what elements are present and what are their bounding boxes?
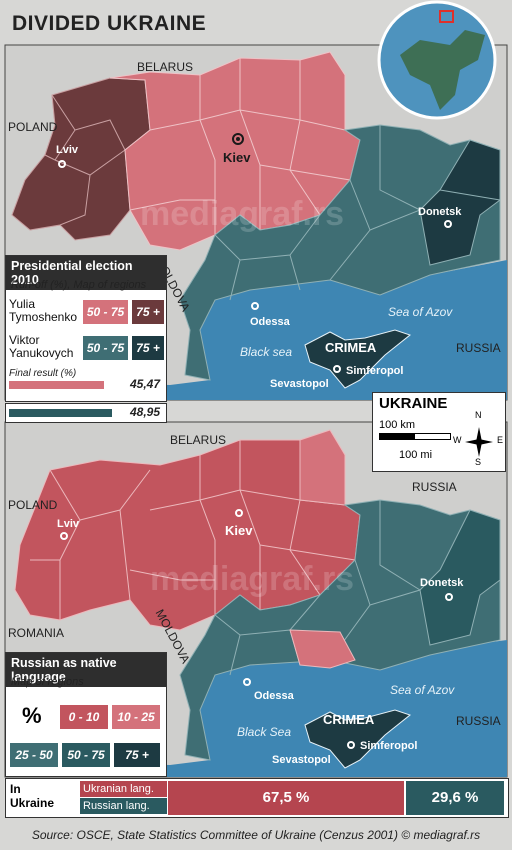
map1-city-sevastopol: Sevastopol bbox=[270, 378, 329, 390]
legend-range-0-10: 0 - 10 bbox=[60, 705, 108, 729]
summary-ukr-bar: 67,5 % bbox=[168, 781, 404, 815]
map2-city-sevastopol: Sevastopol bbox=[272, 754, 331, 766]
compass-icon bbox=[465, 427, 493, 457]
scale-km: 100 km bbox=[379, 419, 416, 431]
map2-odessa-marker bbox=[243, 678, 251, 686]
map1-country-russia: RUSSIA bbox=[456, 341, 501, 355]
summary-label: In Ukraine bbox=[10, 782, 55, 810]
legend-tymoshenko-75: 75 + bbox=[132, 300, 164, 324]
map2-city-simferopol: Simferopol bbox=[360, 740, 418, 752]
map1-sea-black: Black sea bbox=[240, 345, 293, 359]
legend-tymoshenko-50-75: 50 - 75 bbox=[83, 300, 128, 324]
scale-mi: 100 mi bbox=[399, 449, 433, 461]
legend-candidate-yanukovych: Viktor Yanukovych bbox=[9, 333, 74, 360]
legend-range-10-25: 10 - 25 bbox=[112, 705, 160, 729]
page-title: DIVIDED UKRAINE bbox=[12, 12, 207, 35]
legend-range-50-75: 50 - 75 bbox=[62, 743, 110, 767]
map2-country-russia-top: RUSSIA bbox=[412, 480, 457, 494]
map2-country-belarus: BELARUS bbox=[170, 433, 227, 447]
map1-country-poland: POLAND bbox=[8, 120, 58, 134]
map1-city-donetsk: Donetsk bbox=[418, 206, 462, 218]
map2-lviv-marker bbox=[60, 532, 68, 540]
map1-donetsk-marker bbox=[444, 220, 452, 228]
language-legend-percent: % bbox=[22, 703, 42, 728]
map1-city-odessa: Odessa bbox=[250, 316, 290, 328]
legend-yanukovych-75: 75 + bbox=[132, 336, 164, 360]
final-result-yanukovych-value: 48,95 bbox=[129, 405, 160, 419]
map2-sea bbox=[5, 640, 507, 777]
summary-rus-bar: 29,6 % bbox=[406, 781, 504, 815]
map2-crimea-label: CRIMEA bbox=[323, 712, 375, 727]
scale-title: UKRAINE bbox=[379, 395, 448, 412]
compass-s: S bbox=[475, 457, 482, 467]
map1-simferopol-marker bbox=[333, 365, 341, 373]
map2-country-poland: POLAND bbox=[8, 498, 58, 512]
map1-region-donetsk bbox=[419, 139, 501, 266]
summary-rus-label: Russian lang. bbox=[80, 798, 167, 814]
map2-simferopol-marker bbox=[347, 741, 355, 749]
legend-range-75: 75 + bbox=[114, 743, 160, 767]
map1-kiev-marker bbox=[232, 133, 244, 145]
map2-region-south bbox=[289, 629, 356, 669]
map1-country-belarus: BELARUS bbox=[137, 60, 194, 74]
legend-yanukovych-50-75: 50 - 75 bbox=[83, 336, 128, 360]
scale-bar bbox=[379, 433, 451, 440]
map1-lviv-marker bbox=[58, 160, 66, 168]
map1-crimea-label: CRIMEA bbox=[325, 340, 377, 355]
election-legend-title: Presidential election 2010 bbox=[6, 256, 166, 290]
legend-candidate-tymoshenko: Yulia Tymoshenko bbox=[9, 297, 78, 324]
map2-city-donetsk: Donetsk bbox=[420, 577, 464, 589]
language-legend-title: Russian as native language bbox=[6, 653, 166, 687]
compass-e: E bbox=[497, 435, 504, 445]
election-legend: Presidential election 2010 Run-off (%), … bbox=[5, 255, 167, 402]
map1-sea-azov: Sea of Azov bbox=[388, 305, 453, 319]
final-result-label: Final result (%) bbox=[9, 368, 77, 379]
legend-range-25-50: 25 - 50 bbox=[10, 743, 58, 767]
final-result-tymoshenko-value: 45,47 bbox=[129, 377, 160, 391]
map2-region-northeast bbox=[299, 429, 346, 506]
map2-city-kiev: Kiev bbox=[225, 523, 253, 538]
map2-watermark: mediagraf.rs bbox=[150, 560, 355, 598]
map1-sea bbox=[5, 260, 507, 400]
language-legend-subtitle: Map of regions bbox=[11, 676, 84, 688]
map1-city-kiev: Kiev bbox=[223, 150, 251, 165]
map2-country-russia-bottom: RUSSIA bbox=[456, 714, 501, 728]
map2-donetsk-marker bbox=[445, 593, 453, 601]
map1-crimea bbox=[304, 329, 412, 389]
final-result-yanukovych-row: 48,95 bbox=[5, 403, 167, 423]
map2-sea-azov: Sea of Azov bbox=[390, 683, 455, 697]
map1-region-west-b bbox=[11, 94, 126, 231]
map1-city-lviv: Lviv bbox=[56, 144, 79, 156]
map2-sea-black: Black Sea bbox=[237, 725, 292, 739]
map2-city-lviv: Lviv bbox=[57, 518, 80, 530]
map1-city-simferopol: Simferopol bbox=[346, 365, 404, 377]
source-footer: Source: OSCE, State Statistics Committee… bbox=[31, 828, 481, 842]
summary-ukr-label: Ukranian lang. bbox=[80, 781, 167, 797]
language-legend: Russian as native language Map of region… bbox=[5, 652, 167, 777]
map1-odessa-marker bbox=[251, 302, 259, 310]
map2-region-donetsk bbox=[419, 509, 501, 646]
map1-watermark: mediagraf.rs bbox=[140, 195, 345, 233]
compass-n: N bbox=[475, 410, 482, 420]
globe-marker bbox=[439, 10, 454, 23]
final-result-yanukovych-bar bbox=[9, 409, 112, 417]
map2-crimea bbox=[304, 709, 412, 769]
map2-kiev-marker bbox=[235, 509, 243, 517]
map2-country-romania: ROMANIA bbox=[8, 626, 65, 640]
scale-box: UKRAINE 100 km 100 mi N S W E bbox=[372, 392, 506, 472]
globe-land bbox=[400, 30, 485, 110]
native-language-summary: In Ukraine Ukranian lang. Russian lang. … bbox=[5, 778, 509, 818]
final-result-tymoshenko-bar bbox=[9, 381, 105, 389]
map2-city-odessa: Odessa bbox=[254, 690, 294, 702]
election-legend-subtitle: Run-off (%), Map of regions bbox=[11, 279, 147, 291]
compass-w: W bbox=[453, 435, 462, 445]
